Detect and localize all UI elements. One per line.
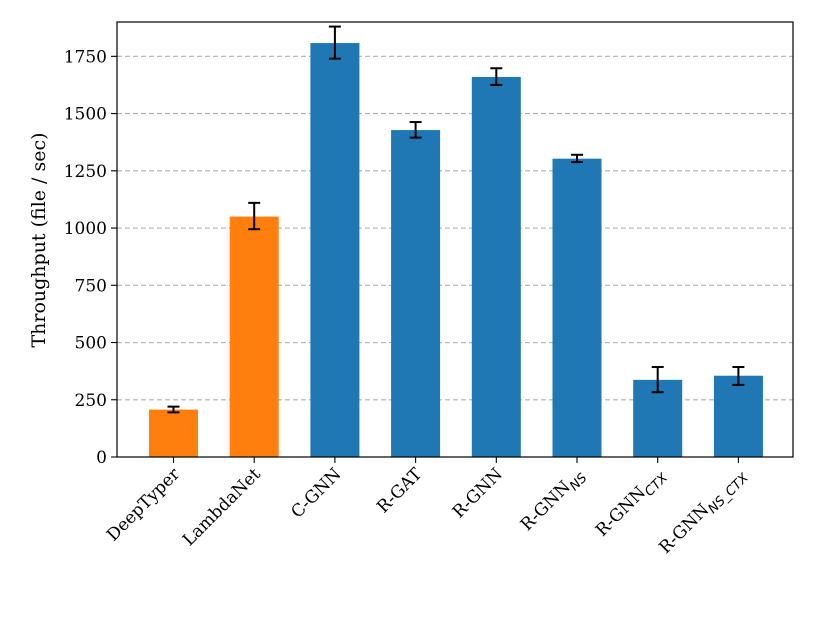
bar [552, 158, 602, 457]
y-tick-label: 250 [75, 391, 107, 411]
y-tick-label: 500 [75, 334, 107, 354]
bar [471, 76, 521, 458]
x-tick-label: R-GAT [373, 464, 426, 517]
x-tick-label: LambdaNet [179, 464, 265, 550]
bar [713, 375, 763, 457]
x-tick-label-base: R-GNN [517, 477, 575, 535]
bar [229, 216, 279, 457]
x-tick-label-base: R-GNN [655, 500, 713, 558]
plot-frame [116, 21, 794, 458]
x-tick-label: R-GNNCTX [592, 464, 672, 544]
x-tick-label-base: LambdaNet [179, 464, 265, 550]
bar [149, 409, 198, 457]
x-tick-label-base: R-GNN [592, 483, 650, 541]
x-tick-label: R-GNNNS [517, 464, 590, 537]
y-tick-label: 1250 [64, 162, 107, 182]
y-tick-label: 0 [96, 448, 107, 468]
x-tick-label-subscript: NS_CTX [706, 470, 753, 517]
y-tick-label: 1750 [64, 47, 107, 67]
x-tick-label-base: R-GAT [373, 464, 426, 517]
y-axis: 0 250 500 750 1000 1250 1500 1750 [64, 47, 117, 468]
y-axis-title: Throughput (file / sec) [28, 132, 50, 347]
gridlines [117, 55, 793, 401]
x-tick-label-base: R-GNN [449, 464, 507, 522]
x-tick-label-base: DeepTyper [103, 464, 185, 546]
x-tick-label: R-GNNNS_CTX [655, 464, 752, 561]
y-tick-label: 1000 [64, 219, 107, 239]
bar [391, 130, 441, 457]
x-tick-label: C-GNN [287, 464, 345, 522]
error-bars [167, 25, 745, 414]
bars [149, 43, 763, 458]
x-tick-label-base: C-GNN [287, 464, 345, 522]
y-tick-label: 750 [75, 276, 107, 296]
y-tick-label: 1500 [64, 105, 107, 125]
x-tick-label: R-GNN [449, 464, 507, 522]
bar [310, 43, 360, 457]
x-tick-label: DeepTyper [103, 464, 185, 546]
